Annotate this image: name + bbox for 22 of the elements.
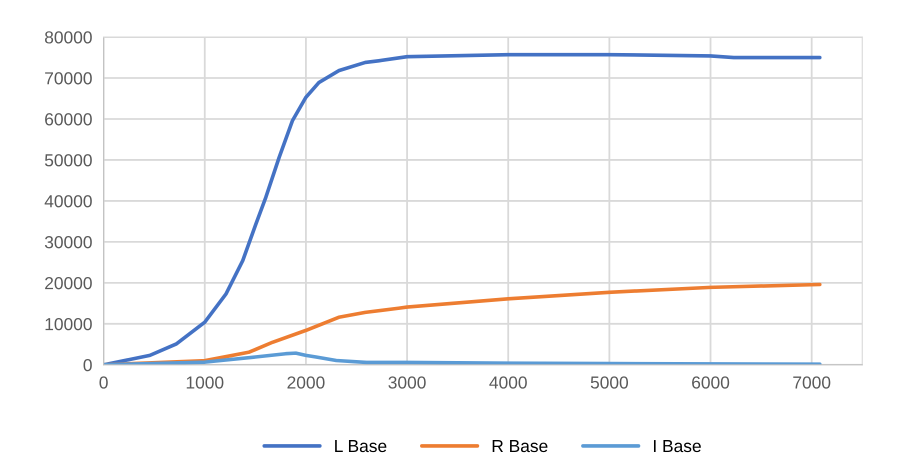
x-tick-label: 7000 [793, 376, 830, 389]
y-tick-label: 70000 [45, 72, 92, 84]
legend-label: I Base [654, 440, 701, 452]
x-tick-label: 5000 [590, 376, 628, 389]
y-tick-label: 60000 [45, 113, 92, 126]
x-tick-label: 0 [99, 376, 108, 389]
y-tick-label: 20000 [45, 277, 92, 290]
legend-label: R Base [492, 440, 548, 452]
y-tick-label: 30000 [44, 236, 92, 248]
legend-label: L Base [335, 440, 386, 452]
x-tick-label: 6000 [692, 376, 730, 389]
y-tick-label: 10000 [46, 318, 92, 330]
y-tick-label: 50000 [44, 154, 92, 166]
x-tick-label: 1000 [186, 376, 224, 389]
x-tick-label: 2000 [287, 376, 325, 389]
x-tick-label: 3000 [388, 376, 426, 389]
line-series [104, 351, 822, 365]
x-tick-label: 4000 [489, 376, 527, 389]
y-tick-label: 40000 [44, 195, 92, 208]
y-tick-label: 0 [84, 358, 92, 372]
line-series [104, 52, 822, 365]
y-tick-label: 80000 [44, 31, 92, 44]
